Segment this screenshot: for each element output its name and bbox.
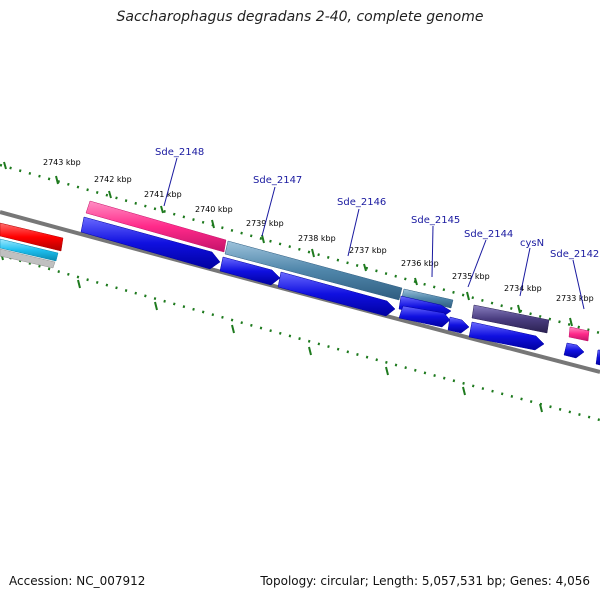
gene-feature-steel[interactable] <box>224 240 403 301</box>
tick-label: 2737 kbp <box>349 246 387 255</box>
gene-label: Sde_2144 <box>464 229 513 240</box>
gene-label: Sde_2142 <box>550 249 599 260</box>
tick-label: 2736 kbp <box>401 259 439 268</box>
gene-label: Sde_2145 <box>411 215 460 226</box>
gene-label: Sde_2147 <box>253 175 302 186</box>
tick-label: 2734 kbp <box>504 284 542 293</box>
left-edge-features[interactable] <box>0 238 59 269</box>
gene-label: cysN <box>520 238 544 249</box>
cds-arrow[interactable] <box>563 342 585 359</box>
accession-text: Accession: NC_007912 <box>9 574 146 588</box>
cds-arrows[interactable] <box>80 216 600 366</box>
outer-dotted-ring <box>0 161 600 335</box>
cds-arrow[interactable] <box>277 271 396 317</box>
cds-arrow[interactable] <box>468 321 545 351</box>
label-leader-lines <box>163 157 585 310</box>
gene-feature-cyan[interactable] <box>0 238 59 262</box>
gene-label: Sde_2148 <box>155 147 204 158</box>
cds-arrow[interactable] <box>447 316 470 334</box>
gene-labels: Sde_2148 Sde_2147 Sde_2146 Sde_2145 Sde_… <box>155 147 599 260</box>
gene-feature-purple[interactable] <box>471 304 550 334</box>
tick-label: 2735 kbp <box>452 272 490 281</box>
genome-summary-text: Topology: circular; Length: 5,057,531 bp… <box>260 574 590 588</box>
tick-label: 2733 kbp <box>556 294 594 303</box>
gene-feature-pink[interactable] <box>85 200 227 253</box>
gene-feature-pink[interactable] <box>568 326 590 342</box>
tick-label: 2743 kbp <box>43 158 81 167</box>
tick-label: 2742 kbp <box>94 175 132 184</box>
cds-arrow[interactable] <box>398 305 451 328</box>
gene-feature-red[interactable] <box>0 222 64 252</box>
gene-feature-steel[interactable] <box>401 288 454 309</box>
tick-label: 2741 kbp <box>144 190 182 199</box>
cds-arrow[interactable] <box>219 256 281 286</box>
gene-feature-grey[interactable] <box>0 248 56 269</box>
cds-arrow[interactable] <box>80 216 221 270</box>
tick-label: 2740 kbp <box>195 205 233 214</box>
forward-strand-features[interactable] <box>0 200 590 342</box>
tick-label: 2738 kbp <box>298 234 336 243</box>
page-title: Saccharophagus degradans 2-40, complete … <box>116 9 484 25</box>
gene-label: Sde_2146 <box>337 197 386 208</box>
inner-dotted-ring <box>0 251 600 422</box>
cds-arrow[interactable] <box>595 349 600 366</box>
